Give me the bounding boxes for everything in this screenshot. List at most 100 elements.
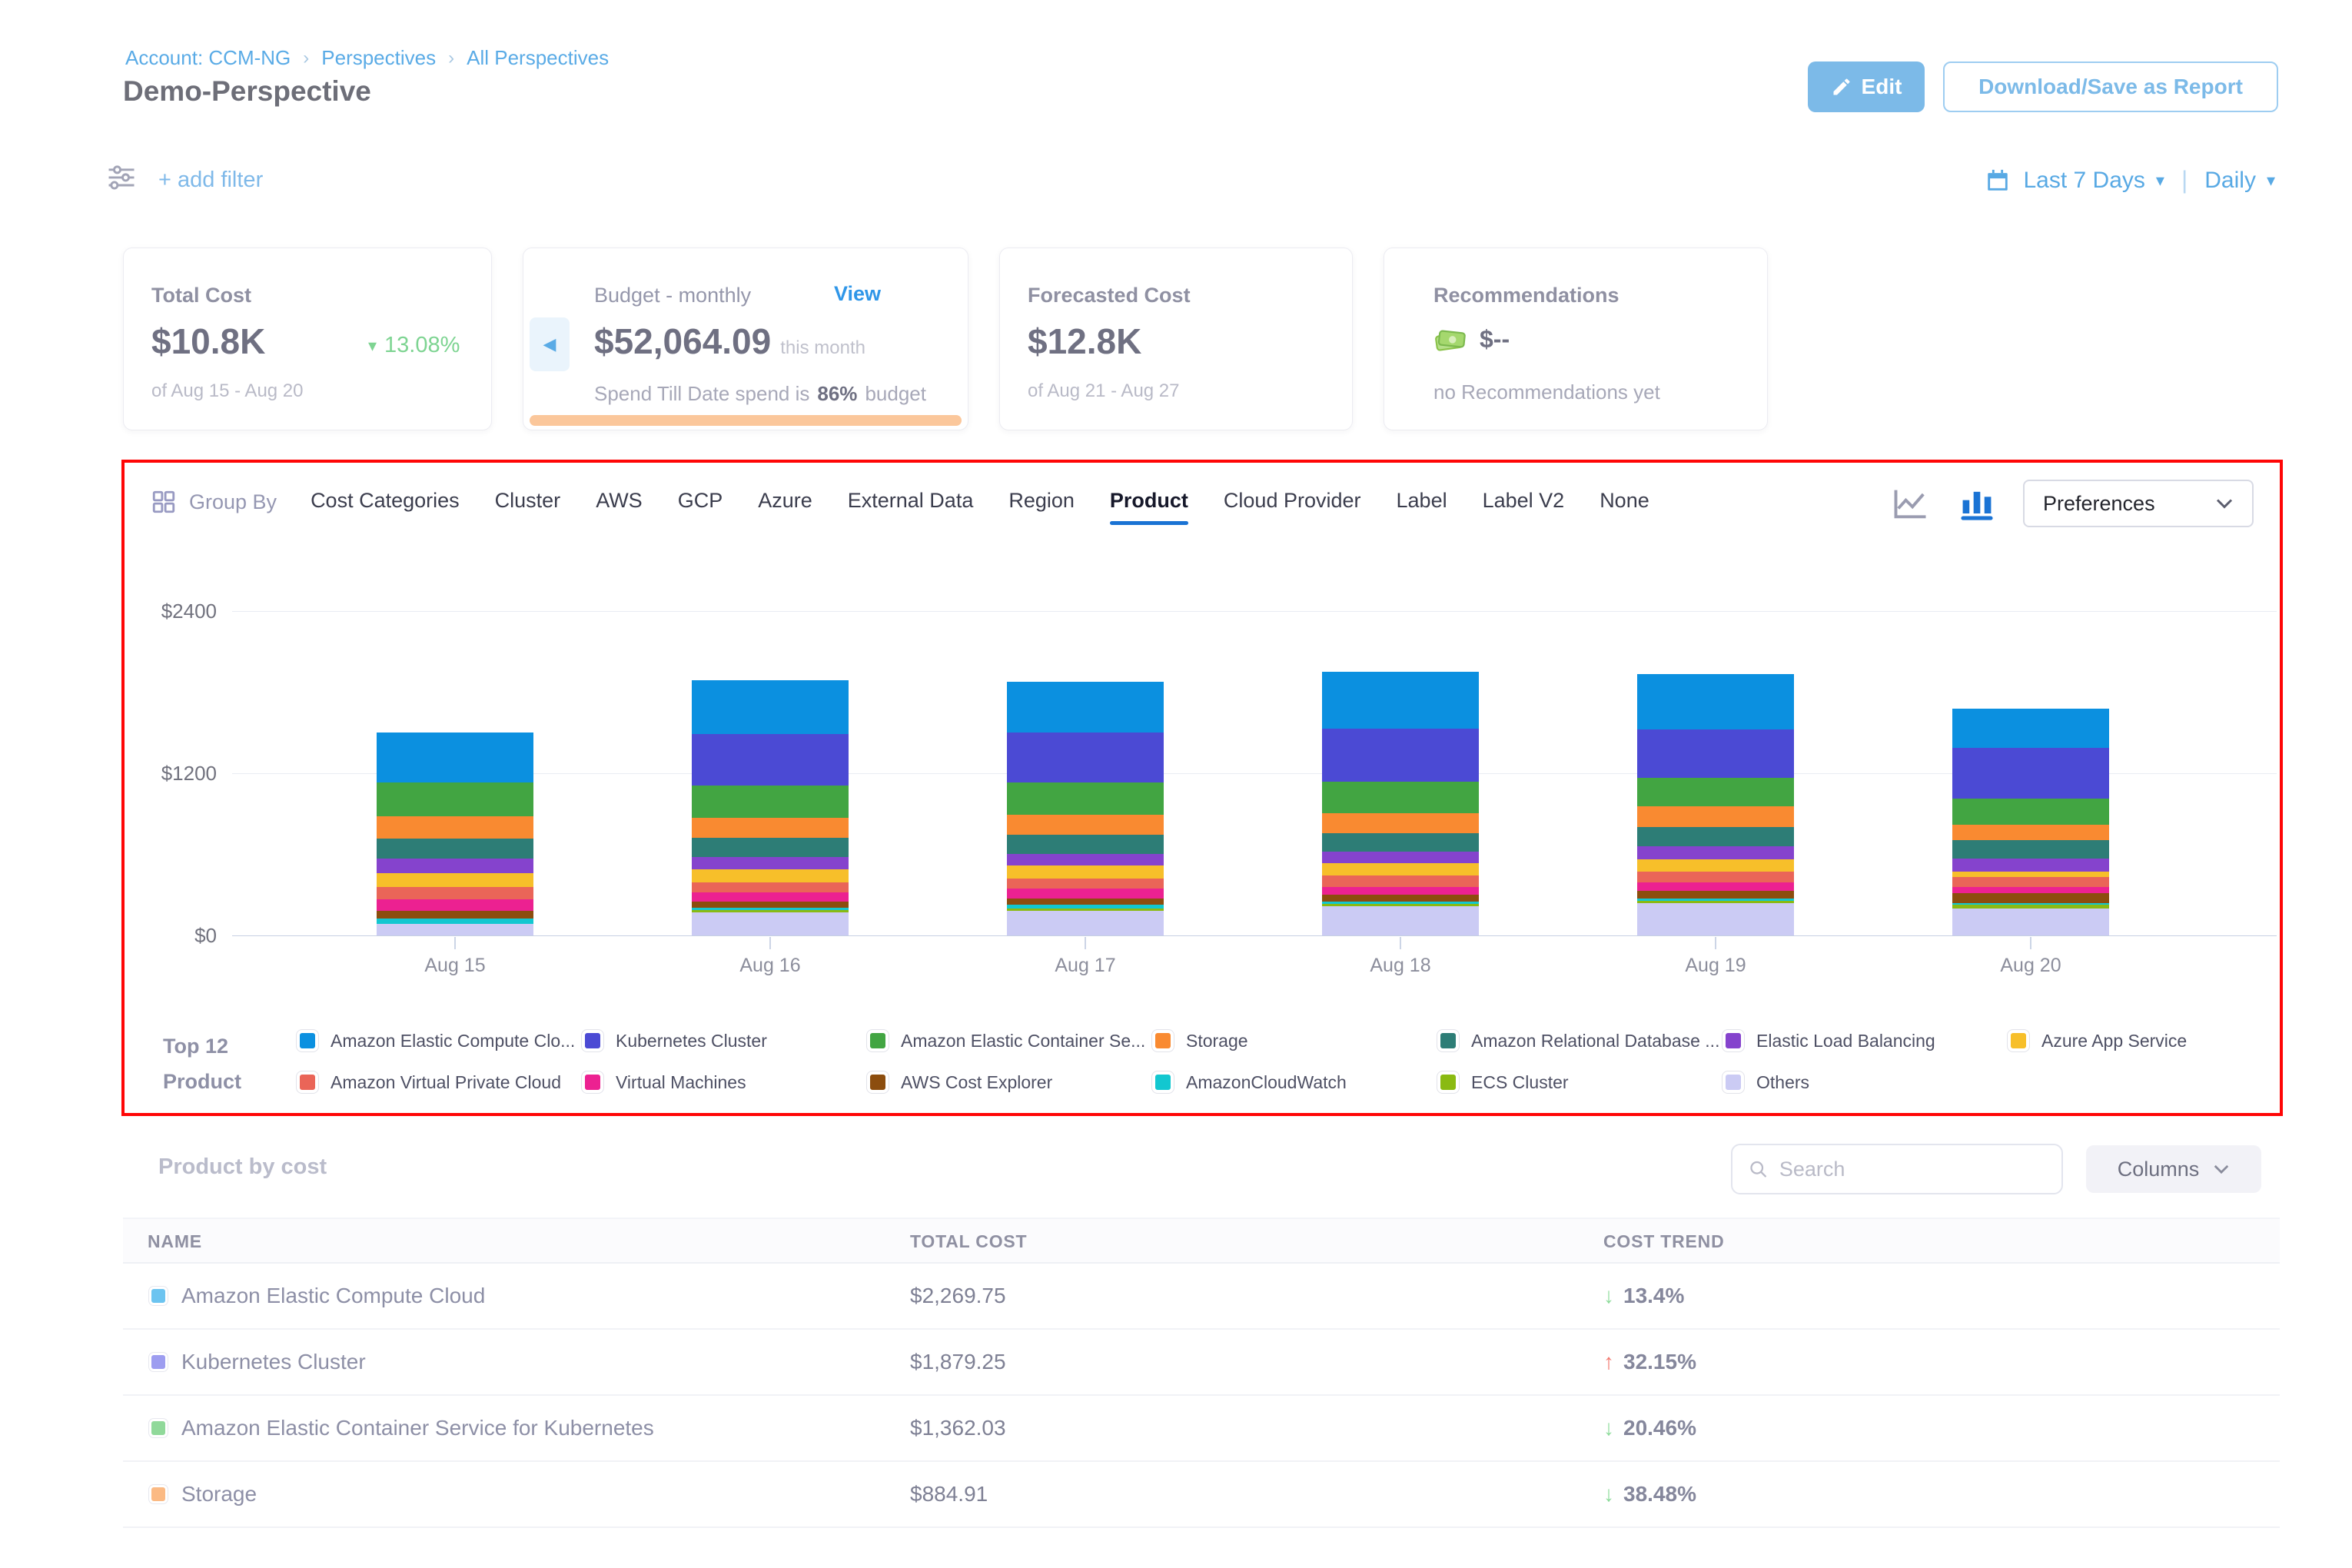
tab-external-data[interactable]: External Data — [847, 489, 974, 512]
segment-others-aug-16[interactable] — [692, 912, 849, 935]
segment-others-aug-15[interactable] — [377, 923, 533, 935]
segment-amazon-elastic-compute-clo-aug-19[interactable] — [1637, 673, 1794, 729]
segment-storage-aug-18[interactable] — [1322, 812, 1479, 834]
tab-cost-categories[interactable]: Cost Categories — [311, 489, 460, 512]
tab-cluster[interactable]: Cluster — [494, 489, 561, 512]
segment-aws-cost-explorer-aug-17[interactable] — [1007, 898, 1164, 905]
tab-product[interactable]: Product — [1109, 483, 1188, 525]
segment-amazon-elastic-container-se-aug-15[interactable] — [377, 782, 533, 817]
segment-virtual-machines-aug-15[interactable] — [377, 899, 533, 912]
segment-amazon-relational-database-aug-18[interactable] — [1322, 833, 1479, 852]
legend-item-aws-cost-explorer[interactable]: AWS Cost Explorer — [867, 1065, 1152, 1099]
line-chart-icon[interactable] — [1891, 483, 1931, 523]
segment-others-aug-20[interactable] — [1952, 908, 2109, 935]
breadcrumb-account[interactable]: Account: CCM-NG — [125, 46, 291, 69]
segment-amazon-elastic-container-se-aug-16[interactable] — [692, 785, 849, 819]
edit-button[interactable]: Edit — [1808, 61, 1925, 112]
segment-amazon-elastic-container-se-aug-17[interactable] — [1007, 782, 1164, 815]
segment-storage-aug-20[interactable] — [1952, 824, 2109, 841]
segment-amazon-relational-database-aug-15[interactable] — [377, 839, 533, 859]
legend-item-amazoncloudwatch[interactable]: AmazonCloudWatch — [1152, 1065, 1437, 1099]
granularity-dropdown[interactable]: Daily ▾ — [2204, 168, 2275, 194]
segment-amazon-virtual-private-cloud-aug-17[interactable] — [1007, 879, 1164, 889]
add-filter-button[interactable]: + add filter — [158, 168, 264, 192]
preferences-dropdown[interactable]: Preferences — [2023, 480, 2254, 527]
segment-amazon-elastic-compute-clo-aug-15[interactable] — [377, 733, 533, 783]
segment-amazon-relational-database-aug-19[interactable] — [1637, 827, 1794, 847]
segment-aws-cost-explorer-aug-16[interactable] — [692, 902, 849, 908]
legend-item-virtual-machines[interactable]: Virtual Machines — [582, 1065, 867, 1099]
segment-virtual-machines-aug-20[interactable] — [1952, 886, 2109, 893]
bar-aug-20[interactable] — [1952, 708, 2109, 935]
bar-aug-19[interactable] — [1637, 673, 1794, 935]
row-name-cell[interactable]: Amazon Elastic Container Service for Kub… — [149, 1396, 654, 1460]
legend-item-elastic-load-balancing[interactable]: Elastic Load Balancing — [1722, 1024, 2008, 1058]
segment-ecs-cluster-aug-17[interactable] — [1007, 908, 1164, 912]
filter-sliders-icon[interactable] — [105, 160, 138, 194]
tab-cloud-provider[interactable]: Cloud Provider — [1223, 489, 1361, 512]
segment-amazon-elastic-compute-clo-aug-20[interactable] — [1952, 708, 2109, 748]
row-name-cell[interactable]: Kubernetes Cluster — [149, 1330, 366, 1394]
segment-ecs-cluster-aug-18[interactable] — [1322, 903, 1479, 907]
segment-amazoncloudwatch-aug-20[interactable] — [1952, 902, 2109, 905]
segment-amazon-elastic-compute-clo-aug-18[interactable] — [1322, 672, 1479, 729]
segment-elastic-load-balancing-aug-17[interactable] — [1007, 853, 1164, 866]
breadcrumb-perspectives[interactable]: Perspectives — [321, 46, 437, 69]
table-row-amazon-elastic-container-service-for-kubernetes[interactable]: Amazon Elastic Container Service for Kub… — [123, 1396, 2280, 1462]
bar-chart-icon[interactable] — [1957, 483, 1997, 523]
segment-storage-aug-15[interactable] — [377, 816, 533, 839]
segment-others-aug-17[interactable] — [1007, 911, 1164, 935]
segment-amazon-virtual-private-cloud-aug-15[interactable] — [377, 887, 533, 899]
segment-others-aug-19[interactable] — [1637, 902, 1794, 935]
table-row-amazon-elastic-compute-cloud[interactable]: Amazon Elastic Compute Cloud $2,269.75 ↓ 13… — [123, 1264, 2280, 1330]
segment-ecs-cluster-aug-16[interactable] — [692, 910, 849, 913]
time-range-dropdown[interactable]: Last 7 Days ▾ — [2023, 168, 2164, 194]
segment-amazon-virtual-private-cloud-aug-18[interactable] — [1322, 875, 1479, 887]
segment-amazoncloudwatch-aug-15[interactable] — [377, 919, 533, 924]
segment-amazoncloudwatch-aug-18[interactable] — [1322, 902, 1479, 904]
budget-prev-arrow-button[interactable]: ◀ — [530, 317, 570, 371]
legend-item-ecs-cluster[interactable]: ECS Cluster — [1437, 1065, 1722, 1099]
segment-amazon-relational-database-aug-20[interactable] — [1952, 840, 2109, 859]
segment-storage-aug-17[interactable] — [1007, 814, 1164, 835]
segment-virtual-machines-aug-17[interactable] — [1007, 889, 1164, 899]
segment-amazon-relational-database-aug-16[interactable] — [692, 838, 849, 858]
segment-virtual-machines-aug-19[interactable] — [1637, 882, 1794, 892]
legend-item-amazon-elastic-compute-clo[interactable]: Amazon Elastic Compute Clo... — [297, 1024, 582, 1058]
legend-item-azure-app-service[interactable]: Azure App Service — [2008, 1024, 2293, 1058]
tab-label[interactable]: Label — [1396, 489, 1447, 512]
segment-kubernetes-cluster-aug-20[interactable] — [1952, 747, 2109, 799]
tab-azure[interactable]: Azure — [758, 489, 812, 512]
segment-ecs-cluster-aug-19[interactable] — [1637, 901, 1794, 903]
segment-storage-aug-16[interactable] — [692, 818, 849, 839]
segment-amazon-virtual-private-cloud-aug-19[interactable] — [1637, 871, 1794, 882]
segment-azure-app-service-aug-17[interactable] — [1007, 865, 1164, 879]
segment-kubernetes-cluster-aug-16[interactable] — [692, 734, 849, 786]
search-input[interactable] — [1779, 1157, 2046, 1181]
segment-aws-cost-explorer-aug-15[interactable] — [377, 911, 533, 919]
segment-elastic-load-balancing-aug-16[interactable] — [692, 857, 849, 869]
segment-amazon-relational-database-aug-17[interactable] — [1007, 835, 1164, 854]
tab-region[interactable]: Region — [1008, 489, 1075, 512]
segment-azure-app-service-aug-20[interactable] — [1952, 871, 2109, 878]
tab-gcp[interactable]: GCP — [677, 489, 723, 512]
segment-amazon-elastic-compute-clo-aug-16[interactable] — [692, 679, 849, 735]
segment-amazon-elastic-container-se-aug-19[interactable] — [1637, 778, 1794, 807]
segment-storage-aug-19[interactable] — [1637, 806, 1794, 828]
segment-virtual-machines-aug-16[interactable] — [692, 892, 849, 902]
segment-azure-app-service-aug-19[interactable] — [1637, 859, 1794, 872]
segment-elastic-load-balancing-aug-15[interactable] — [377, 858, 533, 873]
legend-item-others[interactable]: Others — [1722, 1065, 2008, 1099]
table-row-storage[interactable]: Storage $884.91 ↓ 38.48% — [123, 1462, 2280, 1528]
segment-aws-cost-explorer-aug-18[interactable] — [1322, 895, 1479, 902]
legend-item-amazon-virtual-private-cloud[interactable]: Amazon Virtual Private Cloud — [297, 1065, 582, 1099]
segment-kubernetes-cluster-aug-19[interactable] — [1637, 729, 1794, 779]
segment-amazon-elastic-compute-clo-aug-17[interactable] — [1007, 681, 1164, 733]
download-save-report-button[interactable]: Download/Save as Report — [1943, 61, 2278, 112]
bar-aug-16[interactable] — [692, 679, 849, 935]
tab-none[interactable]: None — [1600, 489, 1649, 512]
segment-azure-app-service-aug-18[interactable] — [1322, 862, 1479, 875]
segment-amazoncloudwatch-aug-17[interactable] — [1007, 905, 1164, 909]
segment-amazon-elastic-container-se-aug-20[interactable] — [1952, 799, 2109, 825]
segment-amazoncloudwatch-aug-19[interactable] — [1637, 898, 1794, 902]
